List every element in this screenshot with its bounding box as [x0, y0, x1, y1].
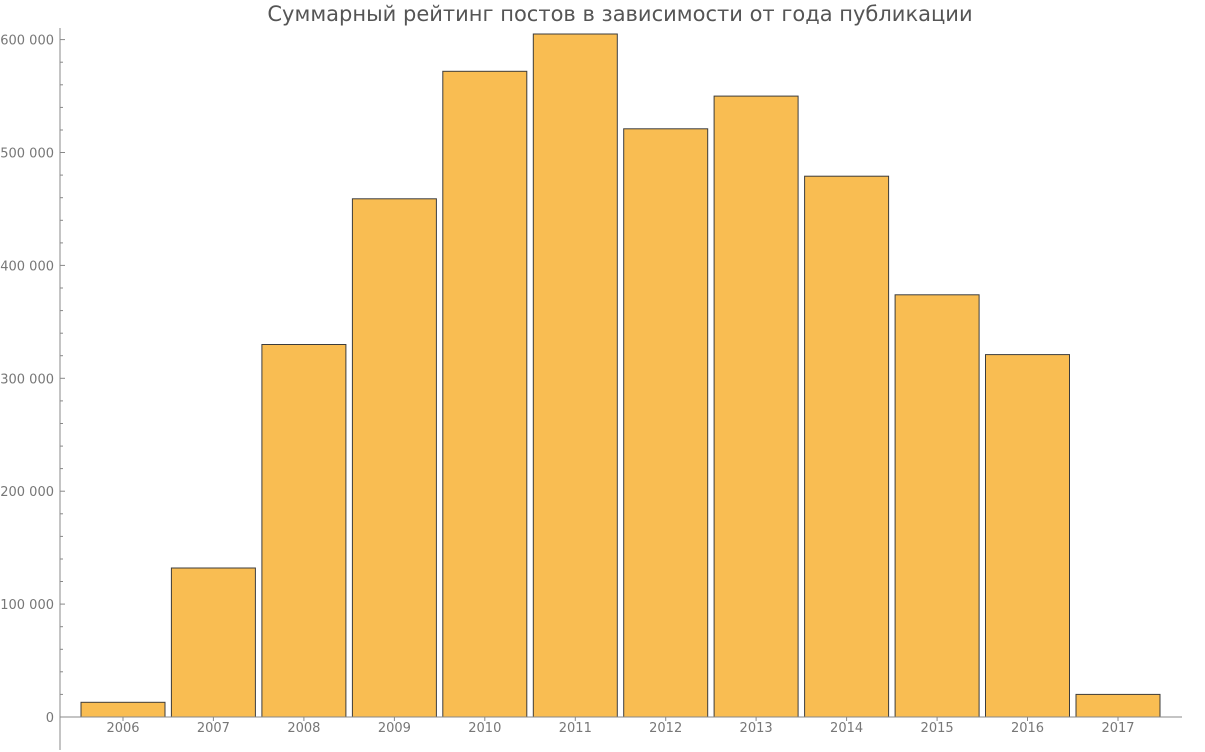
bar-2008: [261, 344, 347, 718]
bar-2006: [80, 701, 166, 718]
x-tick-label-2015: 2015: [921, 721, 954, 736]
y-tick-label-100000: 100 000: [0, 598, 54, 613]
bar-2010: [442, 70, 528, 718]
x-tick-label-2008: 2008: [287, 721, 320, 736]
x-tick-label-2012: 2012: [649, 721, 682, 736]
x-ticks-layer: 2006 2007 2008 2009 2010 2011 2012 2013 2014 2015…: [106, 717, 1135, 736]
bar-2012: [623, 128, 709, 718]
x-tick-label-2016: 2016: [1011, 721, 1044, 736]
axes-layer: [59, 28, 1182, 750]
x-tick-label-2013: 2013: [740, 721, 773, 736]
bar-2011: [532, 33, 618, 718]
x-tick-label-2006: 2006: [106, 721, 139, 736]
x-tick-label-2011: 2011: [559, 721, 592, 736]
y-tick-label-0: 0: [46, 711, 54, 726]
bar-2007: [170, 567, 256, 718]
y-tick-label-200000: 200 000: [0, 485, 54, 500]
y-tick-label-300000: 300 000: [0, 372, 54, 387]
x-tick-label-2009: 2009: [378, 721, 411, 736]
x-tick-label-2007: 2007: [197, 721, 230, 736]
bar-2015: [894, 294, 980, 718]
bar-2014: [804, 175, 890, 718]
bar-2013: [713, 95, 799, 718]
y-tick-label-500000: 500 000: [0, 147, 54, 162]
bar-2009: [351, 198, 437, 718]
x-tick-label-2014: 2014: [830, 721, 863, 736]
y-tick-label-400000: 400 000: [0, 259, 54, 274]
x-tick-label-2017: 2017: [1101, 721, 1134, 736]
bar-2016: [985, 354, 1070, 718]
y-tick-label-600000: 600 000: [0, 34, 54, 49]
bar-2017: [1075, 693, 1161, 718]
y-ticks-layer: 0 100 000 200 000 300 000 400 000 500 000 600 …: [0, 34, 65, 726]
chart-title: Суммарный рейтинг постов в зависимости о…: [267, 2, 973, 26]
x-tick-label-2010: 2010: [468, 721, 501, 736]
bars-layer: [80, 33, 1161, 718]
